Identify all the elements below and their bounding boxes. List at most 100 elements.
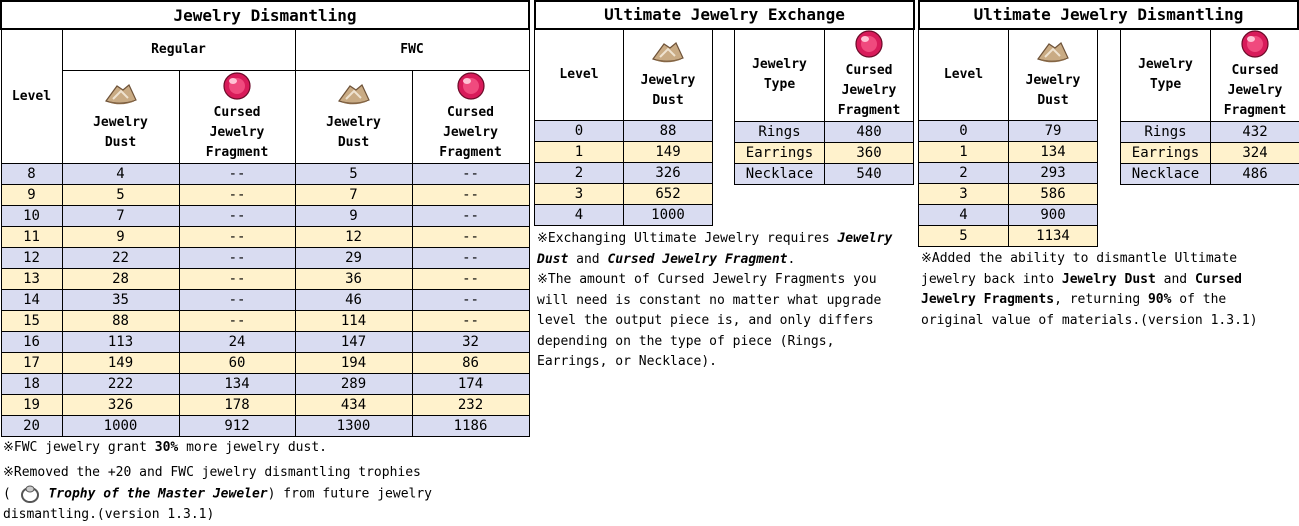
jd-reg-dust-header: Jewelry Dust (61, 70, 180, 164)
ujd-type-row: Earrings 324 (1120, 142, 1299, 164)
jd-cell: 114 (294, 310, 413, 332)
ujd-cell: 293 (1008, 162, 1098, 184)
jd-cell: 1300 (294, 415, 413, 437)
jewelry-dust-icon (296, 81, 411, 109)
ujd-title-box: Ultimate Jewelry Dismantling (918, 0, 1299, 30)
ujd-row: 2 293 (918, 162, 1098, 184)
jd-row: 10 7 -- 9 -- (0, 205, 530, 227)
jd-cell: 86 (411, 352, 530, 374)
jd-cell: 16 (0, 331, 63, 353)
uje-cell: 0 (534, 120, 624, 142)
jd-cell: 46 (294, 289, 413, 311)
ujd-type-row: Rings 432 (1120, 121, 1299, 143)
ujd-cell: 2 (918, 162, 1009, 184)
jd-note-removed: ※Removed the +20 and FWC jewelry dismant… (3, 465, 433, 522)
jd-cell: 8 (0, 163, 63, 185)
ujd-cell: 5 (918, 225, 1009, 247)
uje-cell: 652 (623, 183, 713, 205)
jd-fwc-frag-header: Cursed Jewelry Fragment (411, 70, 530, 164)
jd-cell: -- (178, 184, 296, 206)
jd-cell: -- (178, 310, 296, 332)
jd-cell: -- (411, 163, 530, 185)
jd-cell: 9 (294, 205, 413, 227)
ujd-cell: 134 (1008, 141, 1098, 163)
uje-cell: 326 (623, 162, 713, 184)
cursed-fragment-icon (1212, 30, 1299, 60)
jd-cell: 7 (61, 205, 180, 227)
uje-type-row: Rings 480 (734, 121, 914, 143)
jd-cell: 147 (294, 331, 413, 353)
uje-type-row: Earrings 360 (734, 142, 914, 164)
jd-row: 13 28 -- 36 -- (0, 268, 530, 290)
ujd-cell: 4 (918, 204, 1009, 226)
uje-cell: 149 (623, 141, 713, 163)
jd-row: 18 222 134 289 174 (0, 373, 530, 395)
ujd-level-table: Level Jewelry Dust 0 79 1 134 2 293 3 586 4 900 5 1… (918, 28, 1098, 247)
trophy-ring-icon (19, 484, 41, 504)
jd-cell: 12 (0, 247, 63, 269)
ujd-cell: 3 (918, 183, 1009, 205)
jd-cell: 22 (61, 247, 180, 269)
uje-type-cell: 540 (824, 163, 914, 185)
jd-cell: 12 (294, 226, 413, 248)
uje-type-table: Jewelry Type Cursed Jewelry Fragment Rin… (734, 28, 914, 185)
jd-cell: 194 (294, 352, 413, 374)
uje-title-box: Ultimate Jewelry Exchange (534, 0, 915, 30)
uje-cell: 88 (623, 120, 713, 142)
uje-type-cell: Earrings (734, 142, 825, 164)
uje-row: 3 652 (534, 183, 713, 205)
jd-cell: 113 (61, 331, 180, 353)
jd-row: 9 5 -- 7 -- (0, 184, 530, 206)
jd-cell: 29 (294, 247, 413, 269)
uje-row: 2 326 (534, 162, 713, 184)
jd-row: 20 1000 912 1300 1186 (0, 415, 530, 437)
jd-cell: -- (411, 226, 530, 248)
uje-type-cell: Necklace (734, 163, 825, 185)
jd-cell: 326 (61, 394, 180, 416)
uje-type-row: Necklace 540 (734, 163, 914, 185)
jewelry-dust-icon (1010, 39, 1097, 67)
jd-reg-frag-header: Cursed Jewelry Fragment (178, 70, 296, 164)
uje-type-cell: 360 (824, 142, 914, 164)
ujd-cell: 1134 (1008, 225, 1098, 247)
jd-cell: 19 (0, 394, 63, 416)
jd-cell: 10 (0, 205, 63, 227)
jd-cell: 13 (0, 268, 63, 290)
jd-cell: 14 (0, 289, 63, 311)
jd-cell: 1186 (411, 415, 530, 437)
jd-cell: 60 (178, 352, 296, 374)
ujd-type-cell: Necklace (1120, 163, 1211, 185)
jd-cell: 289 (294, 373, 413, 395)
jd-regular-header: Regular (61, 28, 296, 71)
jd-note-fwc: ※FWC jewelry grant 30% more jewelry dust… (3, 440, 327, 455)
jewelry-dust-icon (625, 39, 712, 67)
jd-row: 11 9 -- 12 -- (0, 226, 530, 248)
uje-cell: 1000 (623, 204, 713, 226)
ujd-note: ※Added the ability to dismantle Ultimate… (921, 251, 1258, 328)
jd-cell: 149 (61, 352, 180, 374)
ujd-row: 5 1134 (918, 225, 1098, 247)
uje-row: 4 1000 (534, 204, 713, 226)
uje-frag-header: Cursed Jewelry Fragment (824, 28, 914, 122)
jd-cell: 912 (178, 415, 296, 437)
jd-row: 17 149 60 194 86 (0, 352, 530, 374)
jd-cell: -- (178, 247, 296, 269)
jd-cell: -- (411, 184, 530, 206)
jd-cell: 7 (294, 184, 413, 206)
jd-cell: 88 (61, 310, 180, 332)
uje-dust-header: Jewelry Dust (623, 28, 713, 121)
jd-cell: 222 (61, 373, 180, 395)
jd-row: 15 88 -- 114 -- (0, 310, 530, 332)
ujd-cell: 0 (918, 120, 1009, 142)
ujd-type-cell: Rings (1120, 121, 1211, 143)
jd-cell: -- (411, 289, 530, 311)
jd-cell: 24 (178, 331, 296, 353)
ujd-cell: 586 (1008, 183, 1098, 205)
ujd-row: 3 586 (918, 183, 1098, 205)
jd-cell: -- (178, 226, 296, 248)
jd-title: Jewelry Dismantling (0, 0, 531, 30)
jd-cell: -- (411, 268, 530, 290)
ujd-cell: 1 (918, 141, 1009, 163)
jd-cell: 15 (0, 310, 63, 332)
uje-level-header: Level (534, 28, 624, 121)
